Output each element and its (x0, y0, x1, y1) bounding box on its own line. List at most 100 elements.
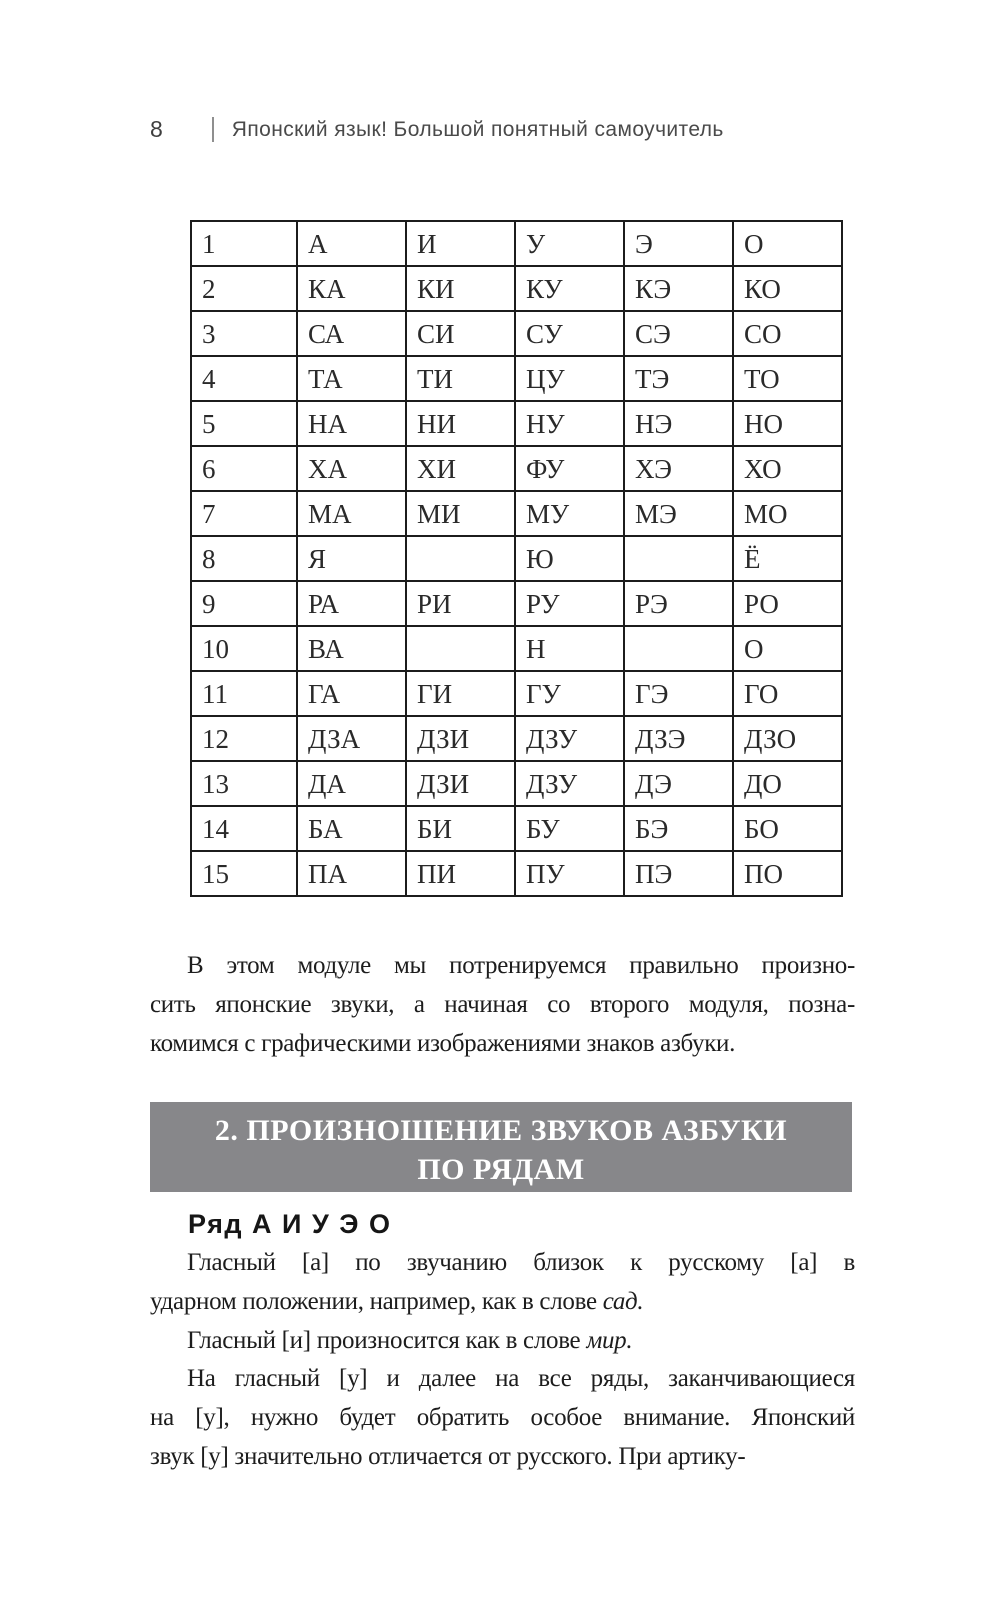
syllable-cell (405, 625, 516, 672)
syllable-cell: МУ (514, 490, 625, 537)
syllable-table: 1 А И У Э О 2 КА КИ КУ КЭ КО 3 СА СИ СУ СЭ СО 4 ТА ТИ ЦУ ТЭ ТО 5… (190, 220, 843, 897)
syllable-cell: О (732, 220, 843, 267)
row-number-cell: 15 (190, 850, 298, 897)
table-row: 3 СА СИ СУ СЭ СО (190, 310, 843, 357)
syllable-cell: ГИ (405, 670, 516, 717)
syllable-cell (405, 535, 516, 582)
syllable-cell: О (732, 625, 843, 672)
syllable-cell: НА (296, 400, 407, 447)
table-row: 10 ВА Н О (190, 625, 843, 672)
paragraph-vowel-i: Гласный [и] произносится как в слове мир… (150, 1321, 855, 1360)
syllable-cell: ТИ (405, 355, 516, 402)
syllable-cell: РА (296, 580, 407, 627)
syllable-cell: БУ (514, 805, 625, 852)
syllable-cell: ГА (296, 670, 407, 717)
header-divider (211, 117, 214, 142)
row-number-cell: 9 (190, 580, 298, 627)
row-number-cell: 3 (190, 310, 298, 357)
section-heading-line2: ПО РЯДАМ (417, 1153, 585, 1186)
syllable-cell: КУ (514, 265, 625, 312)
syllable-cell: ТЭ (623, 355, 734, 402)
syllable-cell: ГУ (514, 670, 625, 717)
syllable-cell: БО (732, 805, 843, 852)
syllable-cell: ДЗО (732, 715, 843, 762)
paragraph-vowel-u: На гласный [у] и далее на все ряды, зака… (150, 1359, 855, 1476)
book-title: Японский язык! Большой понятный самоучит… (231, 117, 724, 141)
syllable-cell: НУ (514, 400, 625, 447)
text-segment: ударном положении, например, как в слове (150, 1288, 603, 1315)
row-number-cell: 12 (190, 715, 298, 762)
syllable-cell: БЭ (623, 805, 734, 852)
syllable-cell: БА (296, 805, 407, 852)
syllable-cell: МА (296, 490, 407, 537)
syllable-cell: РУ (514, 580, 625, 627)
row-number-cell: 13 (190, 760, 298, 807)
syllable-cell: ПА (296, 850, 407, 897)
table-row: 9 РА РИ РУ РЭ РО (190, 580, 843, 627)
syllable-cell: НИ (405, 400, 516, 447)
page-number: 8 (150, 116, 163, 142)
syllable-cell: СУ (514, 310, 625, 357)
syllable-cell: У (514, 220, 625, 267)
syllable-cell: ДЗИ (405, 760, 516, 807)
row-number-cell: 7 (190, 490, 298, 537)
italic-word: мир. (586, 1327, 633, 1354)
table-row: 4 ТА ТИ ЦУ ТЭ ТО (190, 355, 843, 402)
syllable-cell: КИ (405, 265, 516, 312)
row-number-cell: 11 (190, 670, 298, 717)
syllable-cell: И (405, 220, 516, 267)
row-number-cell: 2 (190, 265, 298, 312)
text-line: комимся с графическими изображениями зна… (150, 1030, 736, 1057)
syllable-cell: ПИ (405, 850, 516, 897)
row-number-cell: 10 (190, 625, 298, 672)
row-number-cell: 1 (190, 220, 298, 267)
syllable-cell: РО (732, 580, 843, 627)
syllable-cell: КО (732, 265, 843, 312)
table-row: 2 КА КИ КУ КЭ КО (190, 265, 843, 312)
row-number-cell: 8 (190, 535, 298, 582)
syllable-cell: ХО (732, 445, 843, 492)
syllable-cell: Я (296, 535, 407, 582)
syllable-cell (623, 625, 734, 672)
syllable-cell: МИ (405, 490, 516, 537)
syllable-cell: ВА (296, 625, 407, 672)
table-row: 6 ХА ХИ ФУ ХЭ ХО (190, 445, 843, 492)
table-row: 11 ГА ГИ ГУ ГЭ ГО (190, 670, 843, 717)
text-line: На гласный [у] и далее на все ряды, зака… (187, 1365, 855, 1392)
text-segment: Гласный [и] произносится как в слове (187, 1327, 587, 1354)
syllable-cell: ДО (732, 760, 843, 807)
syllable-cell: ДА (296, 760, 407, 807)
row-number-cell: 5 (190, 400, 298, 447)
syllable-cell: СЭ (623, 310, 734, 357)
syllable-cell: НЭ (623, 400, 734, 447)
syllable-cell: ХА (296, 445, 407, 492)
text-line: звук [у] значительно отличается от русск… (150, 1443, 746, 1470)
syllable-cell: А (296, 220, 407, 267)
syllable-cell: ХИ (405, 445, 516, 492)
text-line: Гласный [а] по звучанию близок к русском… (187, 1249, 855, 1276)
row-heading: Ряд А И У Э О (188, 1209, 392, 1239)
syllable-cell: КЭ (623, 265, 734, 312)
syllable-cell: СО (732, 310, 843, 357)
syllable-cell: ГЭ (623, 670, 734, 717)
table-row: 12 ДЗА ДЗИ ДЗУ ДЗЭ ДЗО (190, 715, 843, 762)
table-row: 13 ДА ДЗИ ДЗУ ДЭ ДО (190, 760, 843, 807)
syllable-cell: Ё (732, 535, 843, 582)
syllable-cell: МЭ (623, 490, 734, 537)
syllable-cell: РЭ (623, 580, 734, 627)
syllable-table-body: 1 А И У Э О 2 КА КИ КУ КЭ КО 3 СА СИ СУ СЭ СО 4 ТА ТИ ЦУ ТЭ ТО 5… (190, 220, 843, 897)
text-line: ударном положении, например, как в слове… (150, 1282, 855, 1321)
table-row: 14 БА БИ БУ БЭ БО (190, 805, 843, 852)
text-line: сить японские звуки, а начиная со второг… (150, 991, 855, 1018)
syllable-cell: ДЗУ (514, 760, 625, 807)
syllable-cell: ПЭ (623, 850, 734, 897)
syllable-cell: КА (296, 265, 407, 312)
syllable-cell: ДЗУ (514, 715, 625, 762)
syllable-cell: ДЭ (623, 760, 734, 807)
syllable-cell: БИ (405, 805, 516, 852)
running-head: 8 Японский язык! Большой понятный самоуч… (150, 116, 724, 143)
syllable-cell: ПУ (514, 850, 625, 897)
text-line: Гласный [и] произносится как в слове мир… (150, 1321, 855, 1360)
